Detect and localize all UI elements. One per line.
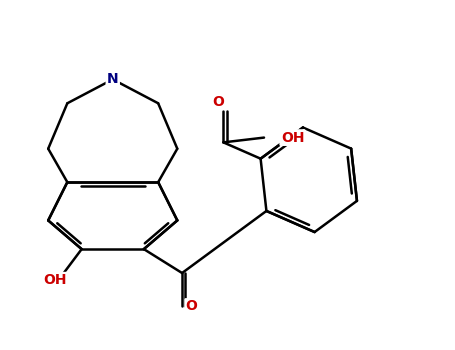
Text: OH: OH [44, 273, 67, 287]
Text: N: N [107, 72, 119, 86]
Text: O: O [186, 300, 197, 314]
Text: OH: OH [281, 131, 304, 145]
Text: O: O [212, 95, 224, 109]
